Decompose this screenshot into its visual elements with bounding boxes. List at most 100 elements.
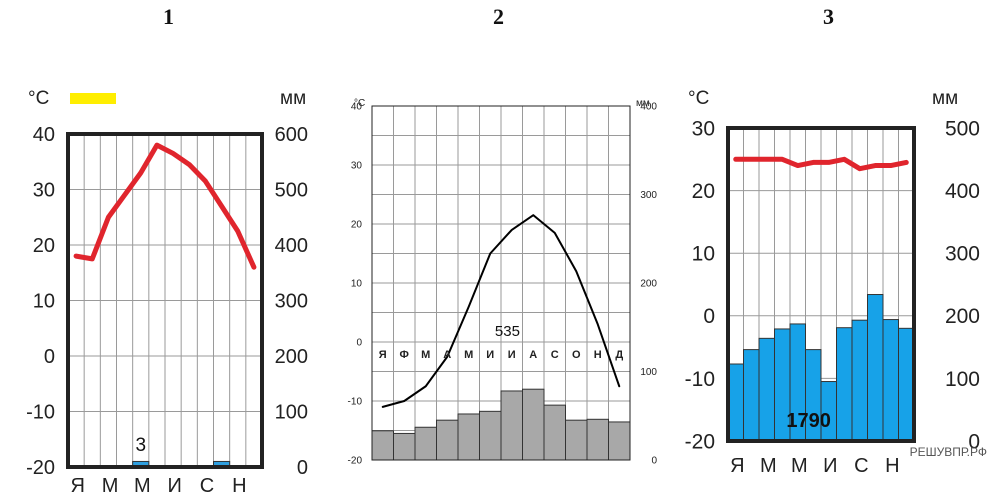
chart-3-month-label: М xyxy=(791,455,808,477)
chart-2-month-label: И xyxy=(508,349,516,361)
chart-3-temp-tick-label: 0 xyxy=(703,305,715,328)
chart-1-month-label: М xyxy=(134,475,151,495)
chart-2-month-label: А xyxy=(443,349,451,361)
chart-2-precip-bar xyxy=(500,390,523,461)
chart-3-temp-tick-label: 10 xyxy=(692,243,715,266)
chart-3-precip-bar xyxy=(727,363,744,442)
chart-2-temp-unit: °C xyxy=(354,98,365,109)
chart-2-month-label: И xyxy=(486,349,494,361)
chart-1-precip-unit: мм xyxy=(280,88,306,109)
chart-1-month-label: Я xyxy=(70,475,84,495)
chart-2-month-label: О xyxy=(572,349,581,361)
chart-2-precip-bar xyxy=(586,418,609,461)
chart-1-precip-tick-label: 0 xyxy=(297,457,308,479)
chart-2-precip-bar xyxy=(522,388,545,461)
chart-2-month-label: Ф xyxy=(400,349,409,361)
chart-2-temp-tick-label: 20 xyxy=(351,220,363,231)
chart-1-temp-tick-label: -20 xyxy=(26,457,55,479)
chart-3-precip-bar xyxy=(743,349,760,442)
chart-3-annual-precip-label: 1790 xyxy=(786,410,831,432)
chart-2-temp-tick-label: 30 xyxy=(351,161,363,172)
chart-1-month-label: С xyxy=(200,475,214,495)
site-watermark: РЕШУВПР.РФ xyxy=(909,445,987,459)
chart-3-number: 3 xyxy=(823,4,834,29)
chart-3-temp-tick-label: -10 xyxy=(685,368,715,391)
chart-3-month-label: С xyxy=(854,455,868,477)
chart-2-month-label: Н xyxy=(594,349,602,361)
chart-3-temp-unit: °C xyxy=(688,88,709,109)
chart-1-annual-precip-label: 3 xyxy=(135,435,146,456)
chart-2-month-label: М xyxy=(421,349,430,361)
chart-2-frame xyxy=(371,105,631,461)
chart-2-temp-tick-label: 10 xyxy=(351,279,363,290)
chart-2-precip-tick-label: 0 xyxy=(651,456,657,467)
chart-1-precip-tick-label: 200 xyxy=(275,346,308,368)
chart-2-precip-unit: мм xyxy=(636,98,650,109)
chart-1-number: 1 xyxy=(163,4,174,29)
chart-2-precip-bar xyxy=(393,432,416,461)
chart-2-month-label: А xyxy=(529,349,537,361)
chart-2-annual-precip-label: 535 xyxy=(495,323,520,340)
chart-1-temp-tick-label: 0 xyxy=(44,346,55,368)
chart-1-precip-tick-label: 600 xyxy=(275,124,308,146)
chart-2-precip-bar xyxy=(565,419,588,461)
chart-2-precip-bar xyxy=(608,421,631,461)
chart-1-month-label: М xyxy=(102,475,119,495)
chart-1-precip-tick-label: 500 xyxy=(275,180,308,202)
chart-1-temp-tick-label: -10 xyxy=(26,402,55,424)
chart-3-precip-bar xyxy=(898,327,915,442)
chart-1-frame xyxy=(66,132,264,469)
chart-2-precip-bar xyxy=(414,426,437,461)
chart-3-month-label: И xyxy=(823,455,837,477)
chart-2-number: 2 xyxy=(493,4,504,29)
chart-2-precip-bar xyxy=(457,413,480,461)
chart-1-precip-tick-label: 300 xyxy=(275,291,308,313)
chart-2-temp-tick-label: -10 xyxy=(348,397,363,408)
chart-3-frame xyxy=(726,126,916,443)
chart-3-precip-tick-label: 500 xyxy=(945,117,980,140)
chart-2-precip-tick-label: 100 xyxy=(640,367,657,378)
chart-2-precip-bar xyxy=(371,430,394,461)
chart-1-month-label: И xyxy=(168,475,182,495)
chart-3-precip-bar xyxy=(758,337,775,442)
chart-3-temperature-line xyxy=(733,156,909,172)
chart-2-precip-bar xyxy=(479,410,502,461)
chart-3-precip-bar xyxy=(867,294,884,442)
chart-2-temp-tick-label: 40 xyxy=(351,102,363,113)
chart-2-month-label: М xyxy=(464,349,473,361)
chart-3-temp-tick-label: -20 xyxy=(685,430,715,453)
chart-2-precip-tick-label: 400 xyxy=(640,102,657,113)
chart-1-temp-tick-label: 30 xyxy=(33,180,55,202)
chart-2-temp-tick-label: -20 xyxy=(348,456,363,467)
chart-2-precip-tick-label: 300 xyxy=(640,190,657,201)
chart-1-month-label: Н xyxy=(232,475,246,495)
chart-3-month-label: Я xyxy=(730,455,744,477)
chart-3-month-label: М xyxy=(760,455,777,477)
chart-1-temp-tick-label: 40 xyxy=(33,124,55,146)
chart-3-precip-bar xyxy=(882,319,899,442)
chart-1-temp-tick-label: 10 xyxy=(33,291,55,313)
chart-3-precip-bar xyxy=(851,319,868,442)
chart-2-month-label: Д xyxy=(615,349,623,361)
chart-3-precip-bar xyxy=(836,327,853,442)
chart-3-precip-tick-label: 300 xyxy=(945,243,980,266)
chart-2-precip-bar xyxy=(543,404,566,461)
chart-1-precip-tick-label: 100 xyxy=(275,402,308,424)
chart-3-precip-tick-label: 100 xyxy=(945,368,980,391)
chart-3-month-label: Н xyxy=(885,455,899,477)
chart-3-precip-tick-label: 400 xyxy=(945,180,980,203)
chart-2-temperature-line xyxy=(381,214,621,408)
chart-3-precip-unit: мм xyxy=(932,88,958,109)
chart-3-precip-tick-label: 0 xyxy=(968,430,980,453)
chart-3-temp-tick-label: 20 xyxy=(692,180,715,203)
chart-1-highlight-mark xyxy=(70,93,116,104)
chart-2-temp-tick-label: 0 xyxy=(356,338,362,349)
chart-2-precip-bar xyxy=(436,419,459,461)
chart-1-temperature-line xyxy=(73,142,257,270)
chart-1-temp-unit: °C xyxy=(28,88,49,109)
chart-3-temp-tick-label: 30 xyxy=(692,117,715,140)
chart-2-precip-tick-label: 200 xyxy=(640,279,657,290)
chart-2-month-label: Я xyxy=(379,349,387,361)
chart-1-precip-tick-label: 400 xyxy=(275,235,308,257)
